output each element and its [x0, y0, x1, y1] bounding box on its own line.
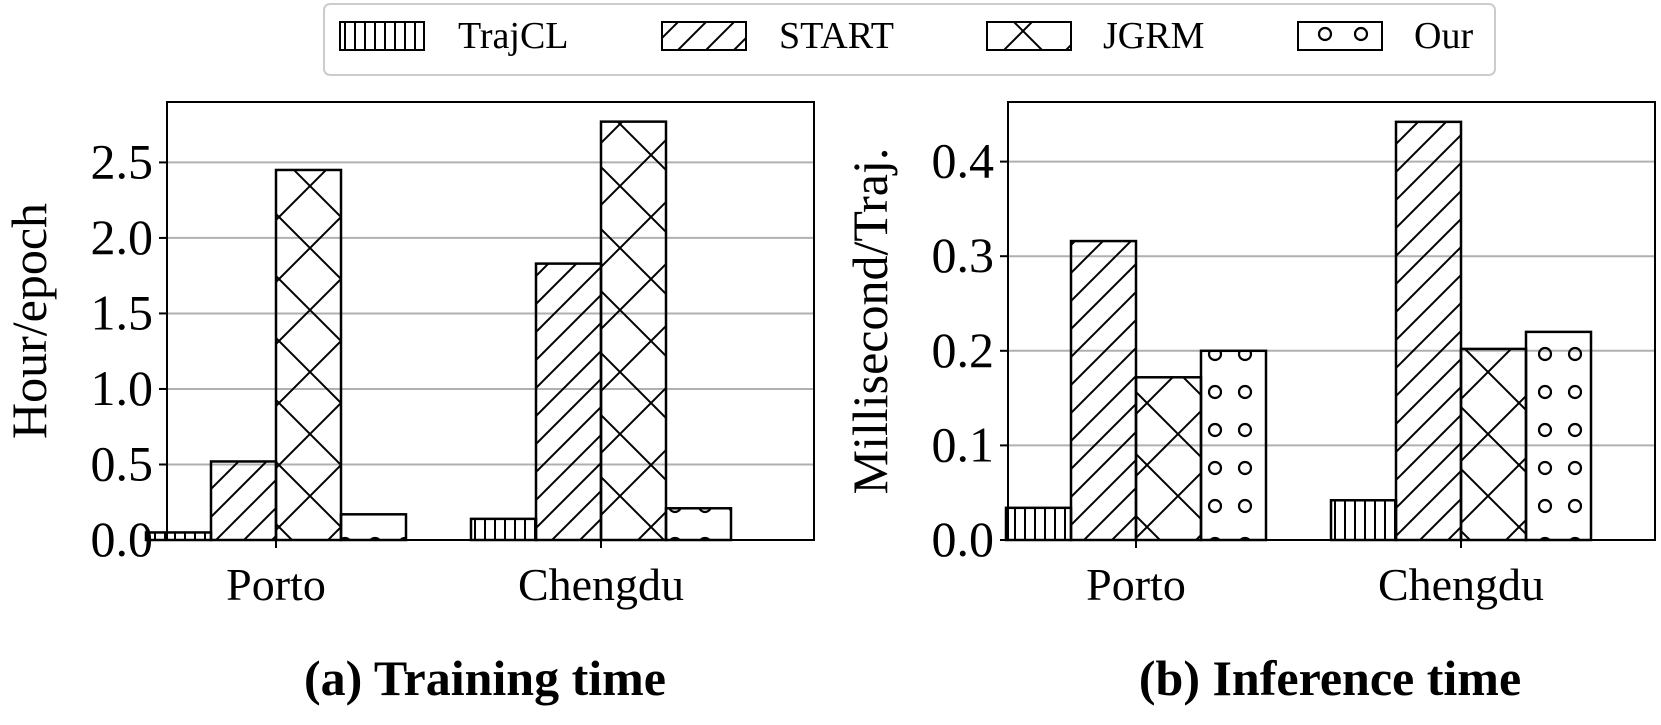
bar-jgrm-chengdu [1459, 347, 1528, 542]
plot-frame-b [1007, 101, 1656, 541]
legend-entry-our: Our [1297, 15, 1473, 57]
y-ticks-b: 0.0 0.1 0.2 0.3 0.4 [932, 133, 1008, 567]
bar-start-porto [1069, 239, 1138, 542]
legend-swatch-our-dot-1 [1317, 26, 1333, 42]
bar-trajcl-chengdu [469, 517, 538, 542]
y-tick-label: 0.2 [932, 322, 995, 378]
y-tick-label: 0.0 [932, 511, 995, 567]
legend-entry-trajcl: TrajCL [339, 15, 569, 57]
legend-swatch-jgrm [986, 21, 1072, 51]
bar-trajcl-porto [1004, 506, 1073, 542]
bars-b [1004, 120, 1593, 542]
bar-jgrm-chengdu [599, 120, 668, 542]
y-tick-label: 2.5 [91, 133, 154, 189]
y-axis-label-b: Millisecond/Traj. [842, 148, 898, 495]
bar-start-chengdu [534, 262, 603, 542]
legend-entry-jgrm: JGRM [986, 15, 1204, 57]
y-ticks-a: 0.0 0.5 1.0 1.5 2.0 2.5 [91, 133, 167, 567]
y-tick-label: 2.0 [91, 209, 154, 265]
legend-swatch-our [1297, 21, 1383, 51]
y-tick-label: 1.5 [91, 284, 154, 340]
legend-swatch-our-dot-2 [1353, 26, 1369, 42]
bar-trajcl-chengdu [1329, 499, 1398, 542]
legend-entry-start: START [661, 15, 894, 57]
y-tick-label: 0.1 [932, 416, 995, 472]
bar-trajcl-porto [144, 531, 213, 542]
panel-inference-time: 0.0 0.1 0.2 0.3 0.4 Porto Chengdu Millisecond… [842, 101, 1656, 706]
bar-jgrm-porto [1134, 376, 1203, 542]
bar-our-chengdu [664, 507, 733, 542]
bar-our-porto [339, 513, 408, 542]
legend-label-our: Our [1414, 15, 1473, 57]
x-tick-label-porto: Porto [1086, 559, 1186, 610]
legend-frame [323, 3, 1496, 76]
legend-label-start: START [779, 15, 894, 57]
legend-label-trajcl: TrajCL [458, 15, 569, 57]
panel-title-b: (b) Inference time [1139, 650, 1521, 706]
x-tick-label-porto: Porto [226, 559, 326, 610]
legend-swatch-start [661, 21, 747, 51]
y-axis-label-a: Hour/epoch [1, 203, 57, 439]
x-tick-label-chengdu: Chengdu [1378, 559, 1544, 610]
legend-swatch-trajcl [339, 21, 425, 51]
bar-start-porto [209, 460, 278, 542]
panel-training-time: 0.0 0.5 1.0 1.5 2.0 2.5 Porto Chengdu Hour/epo… [1, 101, 815, 706]
y-tick-label: 0.0 [91, 511, 154, 567]
bar-jgrm-porto [274, 168, 343, 542]
bars-a [144, 120, 733, 542]
y-tick-label: 0.3 [932, 227, 995, 283]
x-tick-label-chengdu: Chengdu [518, 559, 684, 610]
bar-our-porto [1199, 349, 1268, 542]
bar-start-chengdu [1394, 120, 1463, 542]
legend-label-jgrm: JGRM [1103, 15, 1204, 57]
y-tick-label: 1.0 [91, 360, 154, 416]
y-tick-label: 0.5 [91, 435, 154, 491]
panel-title-a: (a) Training time [304, 650, 666, 706]
y-tick-label: 0.4 [932, 133, 995, 189]
x-ticks-a: Porto Chengdu [226, 540, 684, 610]
plot-frame-a [166, 101, 815, 541]
x-ticks-b: Porto Chengdu [1086, 540, 1544, 610]
bar-our-chengdu [1524, 330, 1593, 542]
